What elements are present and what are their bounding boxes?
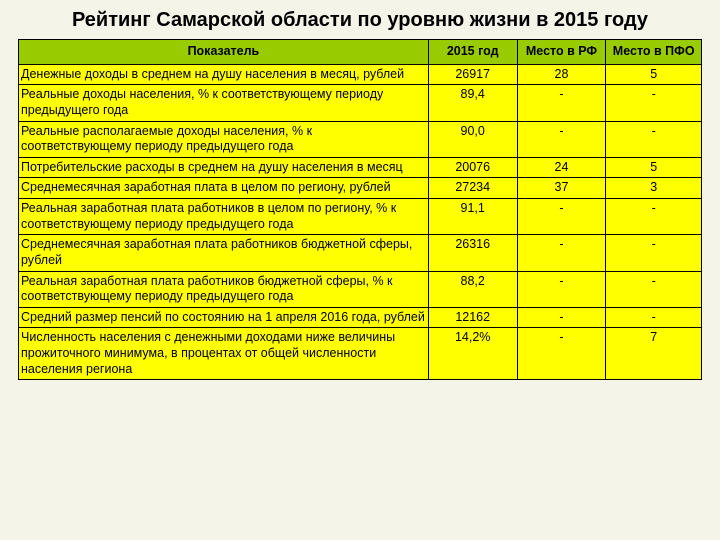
cell-indicator: Среднемесячная заработная плата работник… bbox=[19, 235, 429, 271]
cell-pfo: 5 bbox=[606, 157, 702, 178]
cell-pfo: 7 bbox=[606, 328, 702, 380]
cell-rf: 24 bbox=[517, 157, 606, 178]
cell-rf: - bbox=[517, 235, 606, 271]
cell-year: 90,0 bbox=[428, 121, 517, 157]
ranking-table: Показатель 2015 год Место в РФ Место в П… bbox=[18, 39, 702, 380]
cell-pfo: - bbox=[606, 199, 702, 235]
cell-year: 88,2 bbox=[428, 271, 517, 307]
table-row: Реальная заработная плата работников бюд… bbox=[19, 271, 702, 307]
cell-indicator: Среднемесячная заработная плата в целом … bbox=[19, 178, 429, 199]
cell-indicator: Денежные доходы в среднем на душу населе… bbox=[19, 64, 429, 85]
table-row: Средний размер пенсий по состоянию на 1 … bbox=[19, 307, 702, 328]
cell-indicator: Реальная заработная плата работников бюд… bbox=[19, 271, 429, 307]
cell-pfo: 3 bbox=[606, 178, 702, 199]
cell-rf: - bbox=[517, 199, 606, 235]
col-header-year: 2015 год bbox=[428, 40, 517, 65]
cell-year: 89,4 bbox=[428, 85, 517, 121]
cell-year: 26316 bbox=[428, 235, 517, 271]
page-title: Рейтинг Самарской области по уровню жизн… bbox=[18, 8, 702, 33]
cell-year: 12162 bbox=[428, 307, 517, 328]
cell-rf: - bbox=[517, 307, 606, 328]
cell-rf: - bbox=[517, 328, 606, 380]
table-row: Численность населения с денежными дохода… bbox=[19, 328, 702, 380]
table-header-row: Показатель 2015 год Место в РФ Место в П… bbox=[19, 40, 702, 65]
cell-year: 91,1 bbox=[428, 199, 517, 235]
col-header-pfo: Место в ПФО bbox=[606, 40, 702, 65]
cell-pfo: - bbox=[606, 121, 702, 157]
col-header-rf: Место в РФ bbox=[517, 40, 606, 65]
cell-indicator: Средний размер пенсий по состоянию на 1 … bbox=[19, 307, 429, 328]
table-row: Среднемесячная заработная плата работник… bbox=[19, 235, 702, 271]
cell-year: 14,2% bbox=[428, 328, 517, 380]
cell-year: 26917 bbox=[428, 64, 517, 85]
cell-rf: 37 bbox=[517, 178, 606, 199]
cell-pfo: - bbox=[606, 307, 702, 328]
table-row: Реальные располагаемые доходы населения,… bbox=[19, 121, 702, 157]
cell-pfo: - bbox=[606, 235, 702, 271]
cell-rf: - bbox=[517, 85, 606, 121]
cell-pfo: - bbox=[606, 271, 702, 307]
cell-year: 27234 bbox=[428, 178, 517, 199]
cell-pfo: 5 bbox=[606, 64, 702, 85]
col-header-indicator: Показатель bbox=[19, 40, 429, 65]
cell-indicator: Численность населения с денежными дохода… bbox=[19, 328, 429, 380]
cell-indicator: Реальная заработная плата работников в ц… bbox=[19, 199, 429, 235]
table-row: Потребительские расходы в среднем на душ… bbox=[19, 157, 702, 178]
table-row: Реальные доходы населения, % к соответст… bbox=[19, 85, 702, 121]
cell-year: 20076 bbox=[428, 157, 517, 178]
table-row: Денежные доходы в среднем на душу населе… bbox=[19, 64, 702, 85]
cell-indicator: Реальные доходы населения, % к соответст… bbox=[19, 85, 429, 121]
cell-rf: - bbox=[517, 121, 606, 157]
cell-pfo: - bbox=[606, 85, 702, 121]
cell-rf: 28 bbox=[517, 64, 606, 85]
cell-indicator: Реальные располагаемые доходы населения,… bbox=[19, 121, 429, 157]
table-body: Денежные доходы в среднем на душу населе… bbox=[19, 64, 702, 380]
cell-indicator: Потребительские расходы в среднем на душ… bbox=[19, 157, 429, 178]
table-row: Реальная заработная плата работников в ц… bbox=[19, 199, 702, 235]
cell-rf: - bbox=[517, 271, 606, 307]
table-row: Среднемесячная заработная плата в целом … bbox=[19, 178, 702, 199]
